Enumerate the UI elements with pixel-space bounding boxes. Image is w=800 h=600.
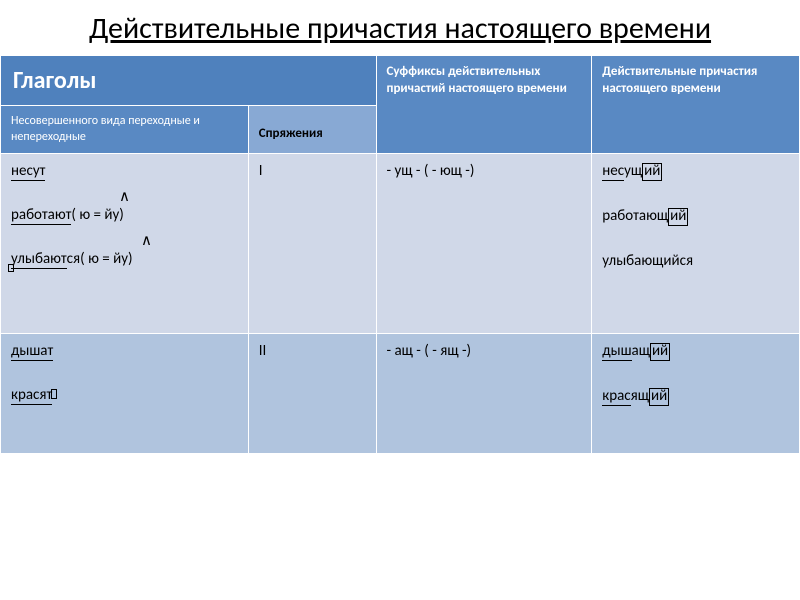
cell-suffix-1: - ущ - ( - ющ -) xyxy=(376,154,592,334)
cell-parts-2: дышащий красящий xyxy=(592,334,800,454)
page-title: Действительные причастия настоящего врем… xyxy=(0,0,800,55)
cell-suffix-2: - ащ - ( - ящ -) xyxy=(376,334,592,454)
header-conj: Спряжения xyxy=(248,106,376,154)
caret-icon: ∧ xyxy=(141,234,152,249)
caret-icon: ∧ xyxy=(119,190,130,205)
header-verbs: Глаголы xyxy=(1,56,377,106)
part-nesushchiy: несущий xyxy=(602,162,662,181)
cell-verbs-1: несут работают( ю = йу) ∧ улыбаются( ю =… xyxy=(1,154,249,334)
header-participles: Действительные причастия настоящего врем… xyxy=(592,56,800,154)
cell-conj-2: II xyxy=(248,334,376,454)
part-krasyashchiy: красящий xyxy=(602,387,669,406)
header-aspect: Несовершенного вида переходные и неперех… xyxy=(1,106,249,154)
grammar-table: Глаголы Суффиксы действительных причасти… xyxy=(0,55,800,454)
cell-parts-1: несущий работающий улыбающийся xyxy=(592,154,800,334)
verb-nesut: несут xyxy=(11,162,45,180)
part-ulybayushchiysya: улыбающийся xyxy=(602,252,693,270)
part-rabotayushchiy: работающий xyxy=(602,207,688,226)
cell-conj-1: I xyxy=(248,154,376,334)
cell-verbs-2: дышат красят xyxy=(1,334,249,454)
verb-ulybayutsya: улыбаются( ю = йу) xyxy=(11,250,133,268)
verb-rabotayut: работают( ю = йу) xyxy=(11,206,124,224)
end-marker xyxy=(8,264,14,272)
header-suffixes: Суффиксы действительных причастий настоя… xyxy=(376,56,592,154)
verb-krasyat: красят xyxy=(11,386,57,404)
part-dyshashchiy: дышащий xyxy=(602,342,670,361)
verb-dyshat: дышат xyxy=(11,342,53,360)
